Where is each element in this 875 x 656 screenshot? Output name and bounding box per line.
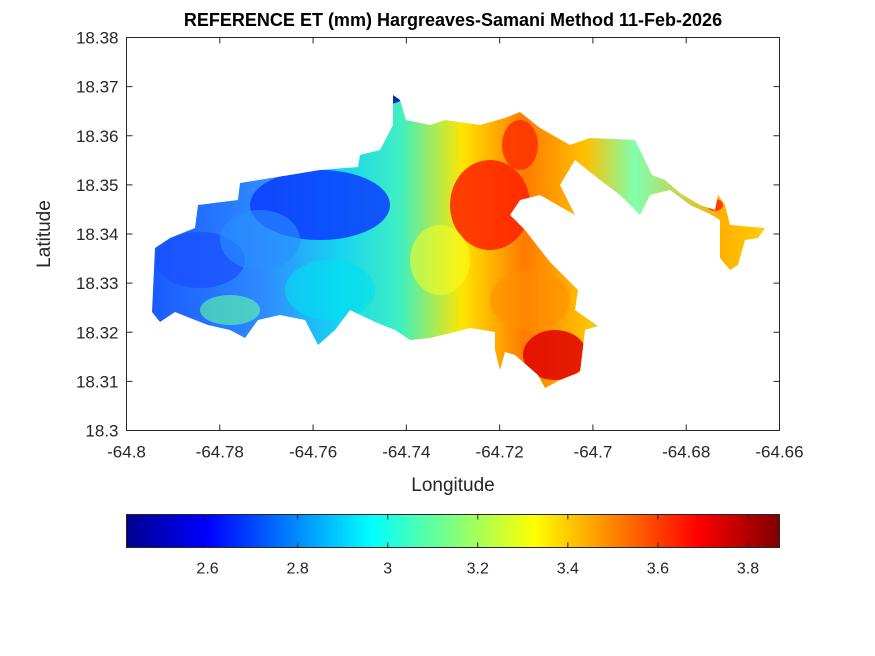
colorbar-tick-label: 3 — [383, 561, 392, 578]
x-axis-label: Longitude — [411, 475, 494, 496]
colorbar-tick-label: 2.6 — [196, 561, 218, 578]
colorbar-tick-label: 3.4 — [557, 561, 579, 578]
x-axis: -64.8 -64.78 -64.76 -64.74 -64.72 -64.7 -64.68… — [107, 37, 804, 462]
x-tick-label: -64.68 — [662, 443, 710, 462]
y-tick-label: 18.35 — [76, 176, 119, 195]
y-tick-label: 18.3 — [85, 422, 118, 441]
x-tick-label: -64.72 — [476, 443, 524, 462]
x-tick-label: -64.76 — [289, 443, 337, 462]
y-tick-label: 18.38 — [76, 29, 119, 48]
x-tick-label: -64.78 — [196, 443, 244, 462]
y-tick-label: 18.36 — [76, 127, 119, 146]
colorbar — [126, 514, 780, 548]
x-tick-label: -64.8 — [107, 443, 146, 462]
colorbar-tick-label: 3.2 — [467, 561, 489, 578]
y-tick-label: 18.32 — [76, 323, 119, 342]
colorbar-tick-label: 3.6 — [647, 561, 669, 578]
x-tick-label: -64.66 — [755, 443, 803, 462]
colorbar-ticks: 2.6 2.8 3 3.2 3.4 3.6 3.8 — [196, 514, 759, 578]
colorbar-tick-label: 3.8 — [737, 561, 759, 578]
colorbar-tick-label: 2.8 — [287, 561, 309, 578]
y-axis-label: Latitude — [34, 200, 55, 268]
y-tick-label: 18.37 — [76, 78, 119, 97]
chart-title: REFERENCE ET (mm) Hargreaves-Samani Meth… — [184, 10, 722, 30]
y-axis: 18.3 18.31 18.32 18.33 18.34 18.35 18.36 18.37 1… — [76, 29, 780, 441]
y-tick-label: 18.34 — [76, 225, 119, 244]
y-tick-label: 18.33 — [76, 274, 119, 293]
x-tick-label: -64.74 — [382, 443, 430, 462]
x-tick-label: -64.7 — [574, 443, 613, 462]
y-tick-label: 18.31 — [76, 372, 119, 391]
